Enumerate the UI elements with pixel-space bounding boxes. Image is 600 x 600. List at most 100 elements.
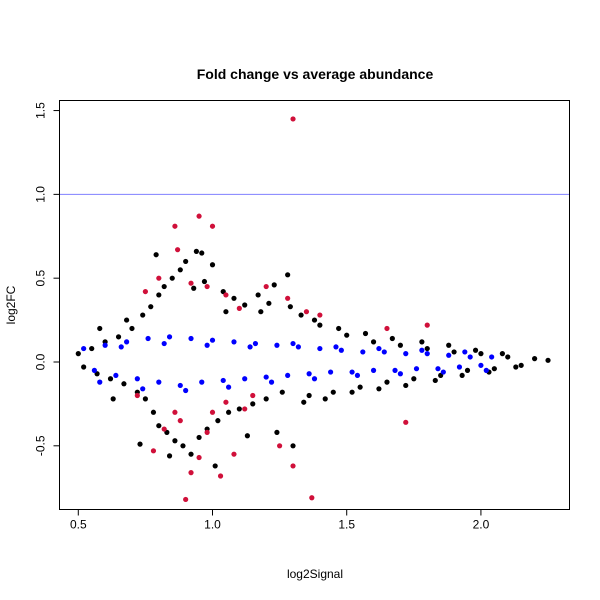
x-tick-label: 2.0 <box>473 518 490 532</box>
data-point-series-2 <box>250 392 256 399</box>
data-point-series-0 <box>201 278 208 285</box>
data-point-series-0 <box>153 252 159 258</box>
data-point-series-1 <box>354 372 361 379</box>
chart-title: Fold change vs average abundance <box>197 66 434 82</box>
y-tick-label: 0.0 <box>34 353 48 370</box>
data-point-series-0 <box>89 345 95 352</box>
data-point-series-0 <box>180 443 186 449</box>
data-point-series-0 <box>397 342 403 348</box>
y-tick-label: 1.5 <box>34 102 48 119</box>
data-point-series-2 <box>204 283 210 290</box>
data-point-series-0 <box>290 443 296 449</box>
data-point-series-0 <box>424 345 430 352</box>
data-point-series-1 <box>424 351 430 357</box>
data-point-series-1 <box>440 369 446 375</box>
data-point-series-0 <box>196 434 202 441</box>
data-point-series-0 <box>403 382 409 389</box>
data-point-series-0 <box>376 386 382 392</box>
data-point-series-0 <box>183 258 189 265</box>
data-point-series-2 <box>403 419 409 425</box>
data-point-series-1 <box>81 345 87 352</box>
data-point-series-0 <box>223 309 229 315</box>
data-point-series-0 <box>317 322 323 328</box>
data-point-series-2 <box>236 305 242 311</box>
y-tick-label: -0.5 <box>34 435 48 456</box>
data-point-series-1 <box>183 387 189 394</box>
data-point-series-1 <box>478 362 484 368</box>
data-point-series-0 <box>129 325 135 332</box>
data-point-series-2 <box>161 426 167 432</box>
data-point-series-0 <box>193 248 199 254</box>
data-point-series-2 <box>277 443 283 449</box>
data-point-series-2 <box>177 418 183 424</box>
data-point-series-1 <box>349 369 355 375</box>
data-point-series-1 <box>338 347 344 353</box>
data-point-series-0 <box>215 418 221 424</box>
data-point-series-1 <box>226 384 232 390</box>
data-point-series-1 <box>295 344 301 350</box>
data-point-series-2 <box>223 292 229 298</box>
data-point-series-0 <box>271 282 277 288</box>
data-point-series-0 <box>137 441 143 447</box>
data-point-series-1 <box>285 372 291 379</box>
data-point-series-2 <box>196 454 202 461</box>
data-point-series-1 <box>392 367 398 373</box>
data-point-series-0 <box>384 379 390 385</box>
data-point-series-0 <box>472 347 479 353</box>
x-tick-label: 0.5 <box>70 518 87 532</box>
data-point-series-0 <box>169 275 175 281</box>
data-point-series-2 <box>172 223 178 229</box>
data-point-series-0 <box>209 262 216 268</box>
data-point-series-1 <box>166 334 173 340</box>
data-point-series-0 <box>244 433 250 439</box>
data-point-series-2 <box>290 463 296 469</box>
data-point-series-2 <box>217 473 224 479</box>
data-point-series-1 <box>140 386 146 392</box>
data-point-series-1 <box>242 376 248 382</box>
data-point-series-0 <box>140 312 146 318</box>
data-point-series-0 <box>491 366 497 372</box>
data-point-series-0 <box>212 463 218 469</box>
data-point-series-1 <box>177 382 183 389</box>
data-point-series-0 <box>110 396 116 402</box>
data-point-series-0 <box>150 409 157 415</box>
data-point-series-1 <box>360 349 366 355</box>
data-point-series-1 <box>403 351 409 357</box>
data-point-series-2 <box>172 409 178 415</box>
data-point-series-1 <box>118 344 124 350</box>
data-point-series-0 <box>263 396 269 402</box>
data-point-series-0 <box>191 285 197 291</box>
data-point-series-0 <box>188 451 194 457</box>
data-point-series-0 <box>411 376 417 382</box>
y-tick-label: 0.5 <box>34 270 48 287</box>
data-point-series-0 <box>285 272 291 278</box>
data-point-series-1 <box>317 345 323 352</box>
data-point-series-0 <box>236 406 242 412</box>
data-point-series-0 <box>301 399 307 405</box>
data-point-series-0 <box>370 339 377 345</box>
data-point-series-2 <box>223 399 229 405</box>
points-layer <box>75 116 551 503</box>
data-point-series-1 <box>113 372 119 379</box>
data-point-series-1 <box>397 371 403 377</box>
data-point-series-0 <box>446 342 452 348</box>
data-point-series-2 <box>196 213 202 219</box>
data-point-series-2 <box>242 406 248 412</box>
data-point-series-0 <box>121 381 127 387</box>
data-point-series-2 <box>150 448 157 454</box>
data-point-series-1 <box>370 367 377 373</box>
data-point-series-1 <box>435 366 441 372</box>
data-point-series-0 <box>330 389 336 395</box>
data-point-series-0 <box>177 267 183 273</box>
data-point-series-0 <box>499 351 505 357</box>
data-point-series-0 <box>451 349 457 355</box>
data-point-series-1 <box>462 349 468 355</box>
data-point-series-1 <box>381 349 387 355</box>
data-point-series-0 <box>156 423 162 429</box>
data-point-series-1 <box>97 379 103 385</box>
data-point-series-1 <box>209 337 216 343</box>
data-point-series-2 <box>384 325 390 332</box>
data-point-series-0 <box>124 317 130 323</box>
data-point-series-2 <box>209 409 216 415</box>
